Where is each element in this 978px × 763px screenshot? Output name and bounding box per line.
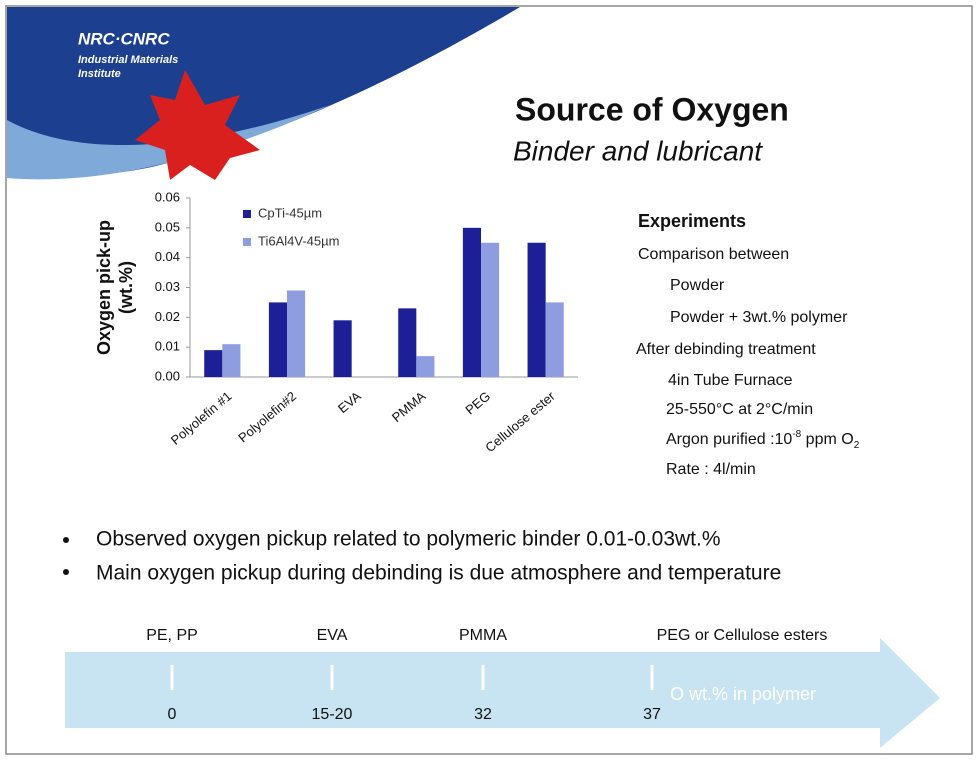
- bar: [416, 356, 435, 377]
- timeline-label: EVA: [317, 627, 348, 644]
- y-tick-label: 0.05: [155, 219, 180, 234]
- timeline-label: PMMA: [459, 627, 507, 644]
- y-tick-label: 0.02: [155, 309, 180, 324]
- bar: [398, 308, 417, 377]
- bar: [333, 320, 352, 377]
- experiment-group: After debinding treatment: [636, 341, 816, 358]
- timeline-value: 0: [168, 706, 177, 723]
- experiment-item: 4in Tube Furnace: [668, 372, 793, 389]
- y-axis-label: Oxygen pick-up (wt.%): [94, 220, 136, 355]
- legend-label: Ti6Al4V-45µm: [258, 233, 339, 248]
- y-tick-label: 0.04: [155, 249, 180, 264]
- experiments-heading: Experiments: [638, 211, 746, 231]
- y-tick-label: 0.03: [155, 279, 180, 294]
- timeline-label: PEG or Cellulose esters: [657, 627, 828, 644]
- text: Argon purified :10: [666, 431, 792, 448]
- timeline-arrow: [65, 638, 940, 748]
- timeline-value: 37: [643, 706, 661, 723]
- y-tick-label: 0.06: [155, 189, 180, 204]
- bar: [222, 344, 241, 377]
- experiment-item: Powder: [670, 277, 725, 294]
- bar: [204, 350, 223, 377]
- header-stripe: [7, 105, 330, 180]
- bar: [545, 302, 564, 377]
- timeline-label: PE, PP: [146, 627, 198, 644]
- maple-leaf: [135, 70, 260, 180]
- bullet-dot: [63, 569, 69, 575]
- y-tick-label: 0.00: [155, 368, 180, 383]
- experiment-item: Rate : 4l/min: [666, 461, 756, 478]
- experiment-item: 25-550°C at 2°C/min: [666, 401, 813, 418]
- text: ppm O: [801, 431, 853, 448]
- title: Source of Oxygen: [515, 91, 789, 127]
- timeline-value: 15-20: [312, 706, 353, 723]
- timeline-caption: O wt.% in polymer: [670, 684, 816, 704]
- logo-line: Industrial Materials: [78, 54, 178, 66]
- timeline-value: 32: [474, 706, 492, 723]
- bar: [268, 302, 287, 377]
- bar: [462, 227, 481, 377]
- y-axis-label-line: (wt.%): [116, 261, 136, 314]
- experiment-item: Powder + 3wt.% polymer: [670, 309, 848, 326]
- bar: [287, 290, 306, 377]
- legend-label: CpTi-45µm: [258, 205, 322, 220]
- subtitle: Binder and lubricant: [513, 135, 763, 166]
- y-tick-label: 0.01: [155, 339, 180, 354]
- bullet: Main oxygen pickup during debinding is d…: [96, 562, 781, 585]
- experiment-group: Comparison between: [638, 246, 789, 263]
- bullet-dot: [63, 537, 69, 543]
- subscript: 2: [854, 440, 860, 451]
- logo-line: Institute: [78, 68, 121, 80]
- legend-swatch: [243, 210, 251, 218]
- y-axis-label-line: Oxygen pick-up: [94, 220, 114, 355]
- superscript: -8: [792, 429, 801, 440]
- bar: [481, 242, 500, 377]
- legend-swatch: [243, 238, 251, 246]
- header-swoosh: [7, 7, 520, 175]
- bar: [527, 242, 546, 377]
- bullet: Observed oxygen pickup related to polyme…: [96, 528, 721, 551]
- logo: NRC·CNRC: [78, 29, 170, 48]
- experiment-item: Argon purified :10-8 ppm O2: [666, 429, 860, 451]
